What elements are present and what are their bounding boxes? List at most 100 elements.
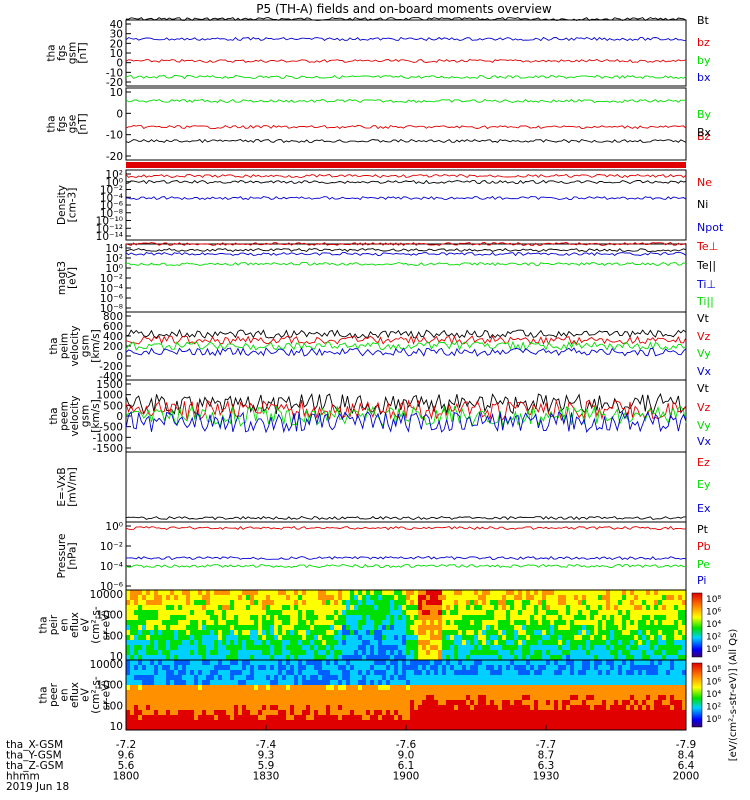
spectrogram-cell	[566, 595, 571, 601]
spectrogram-cell	[550, 665, 555, 671]
spectrogram-cell	[258, 695, 263, 701]
spectrogram-cell	[234, 685, 239, 691]
spectrogram-cell	[326, 680, 331, 686]
spectrogram-cell	[458, 650, 463, 656]
colorbar	[691, 662, 703, 728]
spectrogram-cell	[362, 660, 367, 666]
spectrogram-cell	[342, 600, 347, 606]
spectrogram-cell	[678, 590, 683, 596]
spectrogram-cell	[210, 620, 215, 626]
spectrogram-cell	[170, 635, 175, 641]
spectrogram-cell	[558, 685, 563, 691]
spectrogram-cell	[518, 625, 523, 631]
spectrogram-cell	[458, 660, 463, 666]
spectrogram-cell	[334, 705, 339, 711]
spectrogram-cell	[462, 685, 467, 691]
spectrogram-cell	[202, 650, 207, 656]
spectrogram-cell	[286, 670, 291, 676]
spectrogram-cell	[674, 625, 679, 631]
spectrogram-cell	[326, 695, 331, 701]
spectrogram-cell	[622, 625, 627, 631]
spectrogram-cell	[606, 685, 611, 691]
spectrogram-cell	[298, 610, 303, 616]
spectrogram-cell	[302, 680, 307, 686]
spectrogram-cell	[678, 605, 683, 611]
spectrogram-cell	[218, 590, 223, 596]
spectrogram-cell	[626, 635, 631, 641]
spectrogram-cell	[490, 720, 495, 726]
spectrogram-cell	[386, 630, 391, 636]
spectrogram-cell	[446, 640, 451, 646]
spectrogram-cell	[126, 630, 131, 636]
spectrogram-cell	[570, 665, 575, 671]
spectrogram-cell	[282, 680, 287, 686]
spectrogram-cell	[242, 600, 247, 606]
spectrogram-cell	[346, 590, 351, 596]
spectrogram-cell	[658, 645, 663, 651]
series-line-Npot	[125, 195, 687, 201]
spectrogram-cell	[526, 620, 531, 626]
spectrogram-cell	[282, 695, 287, 701]
spectrogram-cell	[606, 695, 611, 701]
spectrogram-cell	[618, 645, 623, 651]
series-line-Vt	[125, 328, 687, 339]
spectrogram-cell	[582, 715, 587, 721]
spectrogram-cell	[574, 710, 579, 716]
spectrogram-cell	[338, 665, 343, 671]
spectrogram-cell	[382, 645, 387, 651]
spectrogram-cell	[182, 655, 187, 661]
spectrogram-cell	[398, 615, 403, 621]
spectrogram-cell	[654, 625, 659, 631]
spectrogram-cell	[150, 660, 155, 666]
spectrogram-cell	[630, 590, 635, 596]
spectrogram-cell	[142, 690, 147, 696]
spectrogram-cell	[282, 665, 287, 671]
spectrogram-cell	[198, 665, 203, 671]
spectrogram-cell	[154, 620, 159, 626]
spectrogram-cell	[450, 725, 455, 731]
spectrogram-cell	[486, 610, 491, 616]
spectrogram-cell	[366, 625, 371, 631]
spectrogram-cell	[278, 625, 283, 631]
spectrogram-cell	[438, 605, 443, 611]
spectrogram-cell	[354, 690, 359, 696]
spectrogram-cell	[442, 700, 447, 706]
series-line-Pb	[125, 525, 687, 531]
spectrogram-cell	[230, 635, 235, 641]
spectrogram-cell	[282, 660, 287, 666]
spectrogram-cell	[202, 620, 207, 626]
spectrogram-cell	[602, 690, 607, 696]
spectrogram-cell	[170, 675, 175, 681]
spectrogram-cell	[486, 645, 491, 651]
spectrogram-cell	[642, 725, 647, 731]
spectrogram-cell	[562, 645, 567, 651]
spectrogram-cell	[234, 690, 239, 696]
spectrogram-cell	[494, 655, 499, 661]
spectrogram-cell	[562, 635, 567, 641]
spectrogram-cell	[570, 725, 575, 731]
spectrogram-cell	[454, 645, 459, 651]
spectrogram-cell	[646, 595, 651, 601]
spectrogram-cell	[206, 725, 211, 731]
spectrogram-cell	[518, 695, 523, 701]
spectrogram-cell	[290, 695, 295, 701]
spectrogram-cell	[282, 690, 287, 696]
spectrogram-cell	[590, 600, 595, 606]
spectrogram-cell	[282, 605, 287, 611]
ylabel-line: magt3	[56, 261, 68, 295]
spectrogram-cell	[658, 650, 663, 656]
spectrogram-cell	[178, 695, 183, 701]
spectrogram-cell	[134, 590, 139, 596]
spectrogram-cell	[322, 665, 327, 671]
spectrogram-cell	[190, 615, 195, 621]
spectrogram-cell	[470, 635, 475, 641]
spectrogram-cell	[202, 660, 207, 666]
spectrogram-cell	[586, 715, 591, 721]
spectrogram-cell	[402, 695, 407, 701]
spectrogram-cell	[522, 670, 527, 676]
spectrogram-cell	[638, 705, 643, 711]
spectrogram-cell	[346, 655, 351, 661]
spectrogram-cell	[198, 640, 203, 646]
spectrogram-cell	[510, 590, 515, 596]
spectrogram-cell	[526, 720, 531, 726]
